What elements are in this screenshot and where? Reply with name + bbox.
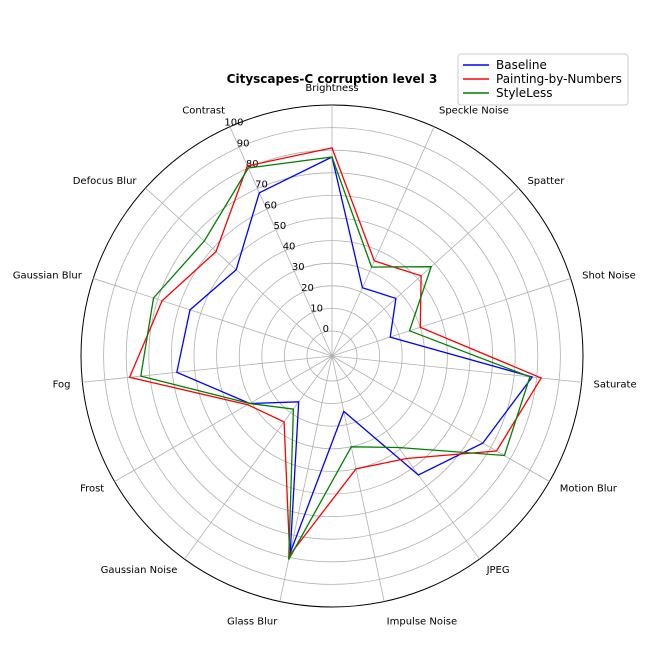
category-label: Fog <box>53 379 71 390</box>
category-label: Frost <box>80 484 104 495</box>
category-label: Shot Noise <box>582 271 636 282</box>
grid-spoke <box>93 278 333 357</box>
category-label: JPEG <box>486 565 510 576</box>
series-line-styleless <box>140 156 531 560</box>
grid-spoke <box>331 355 550 482</box>
category-label: Speckle Noise <box>439 106 509 117</box>
radial-tick-label: 90 <box>237 138 250 149</box>
radial-tick-label: 40 <box>283 242 296 253</box>
grid-spoke <box>331 355 582 383</box>
grid-spoke <box>331 355 480 560</box>
radial-tick-label: 10 <box>310 304 323 315</box>
legend-box <box>457 53 629 106</box>
grid-spoke <box>279 355 333 602</box>
grid-spoke <box>331 187 519 357</box>
category-label: Impulse Noise <box>387 616 457 627</box>
radial-tick-label: 60 <box>264 200 277 211</box>
category-label: Gaussian Blur <box>13 271 83 282</box>
category-label: Contrast <box>182 106 225 117</box>
radial-tick-label: 0 <box>323 324 329 335</box>
radial-tick-label: 100 <box>224 118 243 129</box>
legend-label: StyleLess <box>496 86 553 100</box>
grid-spoke <box>331 278 571 357</box>
grid-spoke <box>331 355 385 602</box>
category-label: Saturate <box>594 379 637 390</box>
grid-spoke <box>229 126 333 357</box>
radial-tick-label: 20 <box>301 283 314 294</box>
series-line-painting-by-numbers <box>128 147 543 557</box>
category-label: Spatter <box>527 176 565 187</box>
grid-spoke <box>114 355 333 482</box>
category-label: Brightness <box>305 83 358 94</box>
legend-label: Baseline <box>496 58 547 72</box>
radial-tick-label: 50 <box>274 221 287 232</box>
grid-spoke <box>331 126 435 357</box>
category-label: Defocus Blur <box>73 176 138 187</box>
category-label: Gaussian Noise <box>101 565 178 576</box>
grid-spoke <box>82 355 333 383</box>
category-label: Motion Blur <box>560 484 618 495</box>
legend-label: Painting-by-Numbers <box>496 72 622 86</box>
grid-spoke <box>145 187 333 357</box>
series-lines <box>128 147 543 560</box>
category-label: Glass Blur <box>227 616 278 627</box>
radial-tick-label: 70 <box>255 180 268 191</box>
category-labels: Brightness Speckle Noise Spatter Shot Noise… <box>13 83 637 627</box>
chart-title: Cityscapes-C corruption level 3 <box>227 72 438 86</box>
radial-tick-label: 30 <box>292 262 305 273</box>
polar-grid <box>80 104 584 608</box>
series-line-baseline <box>176 156 534 554</box>
grid-spoke <box>184 355 333 560</box>
